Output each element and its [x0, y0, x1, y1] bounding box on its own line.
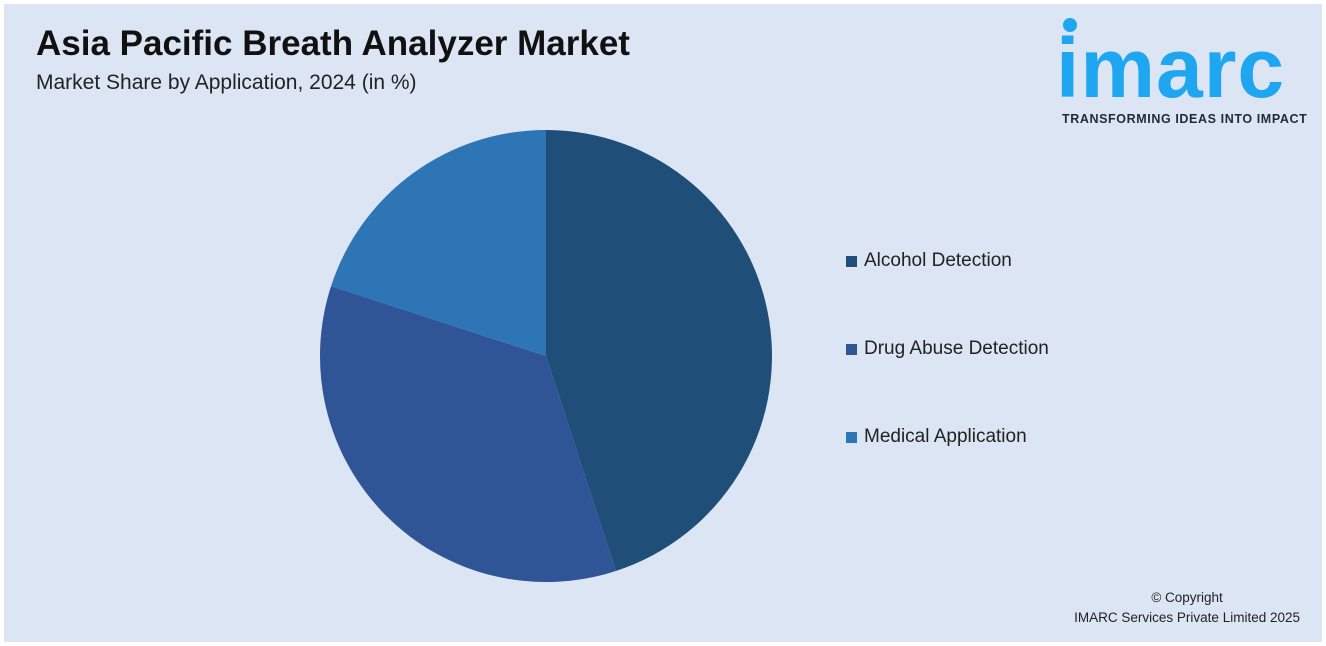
pie-slice-medical-application: [331, 130, 546, 356]
legend-item-drug-abuse-detection: Drug Abuse Detection: [846, 338, 1049, 360]
pie-slice-drug-abuse-detection: [320, 286, 616, 582]
logo-wordmark: imarc: [1056, 21, 1286, 115]
legend-swatch: [846, 255, 857, 267]
legend-label: Alcohol Detection: [864, 250, 1012, 271]
pie-chart: [320, 130, 772, 582]
copyright-line-2: IMARC Services Private Limited 2025: [1074, 610, 1300, 625]
chart-title: Asia Pacific Breath Analyzer Market: [36, 24, 630, 63]
legend-item-alcohol-detection: Alcohol Detection: [846, 250, 1049, 272]
logo-dot-icon: [1063, 18, 1077, 32]
imarc-logo: imarc TRANSFORMING IDEAS INTO IMPACT: [1056, 18, 1318, 130]
chart-subtitle: Market Share by Application, 2024 (in %): [36, 71, 417, 94]
copyright-note: © Copyright IMARC Services Private Limit…: [1074, 588, 1300, 628]
legend-swatch: [846, 343, 857, 355]
chart-frame: Asia Pacific Breath Analyzer Market Mark…: [4, 4, 1322, 642]
legend-label: Medical Application: [864, 426, 1027, 447]
chart-legend: Alcohol Detection Drug Abuse Detection Med…: [846, 250, 1049, 514]
legend-swatch: [846, 431, 857, 443]
legend-label: Drug Abuse Detection: [864, 338, 1049, 359]
pie-slice-alcohol-detection: [546, 130, 772, 571]
legend-item-medical-application: Medical Application: [846, 426, 1049, 448]
logo-tagline: TRANSFORMING IDEAS INTO IMPACT: [1062, 112, 1308, 126]
copyright-line-1: © Copyright: [1151, 590, 1223, 605]
